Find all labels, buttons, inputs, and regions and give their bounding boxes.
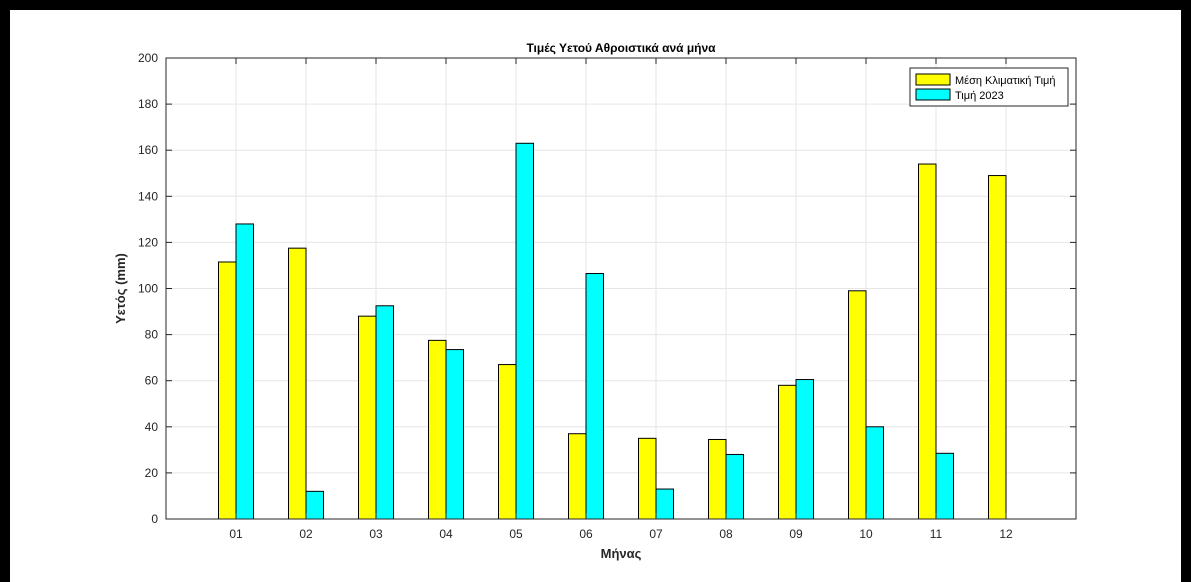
- ticks-layer: 0 20 40 60 80 100 120 140 160 180 200 01 02 03 04 05 06 0…: [138, 51, 1076, 541]
- bar-climate-05: [498, 364, 517, 520]
- legend: Μέση Κλιματική Τιμή Τιμή 2023: [909, 67, 1069, 107]
- bar-climate-10: [848, 290, 867, 520]
- y-axis-title: Υετός (mm): [113, 253, 128, 324]
- bar-climate-06: [568, 433, 587, 520]
- bar-2023-10: [865, 426, 884, 520]
- x-tick-label: 03: [369, 527, 383, 541]
- x-tick-label: 01: [229, 527, 243, 541]
- y-tick-label: 180: [138, 97, 158, 111]
- bar-climate-12: [988, 175, 1007, 520]
- bar-2023-06: [585, 273, 604, 520]
- x-tick-label: 05: [509, 527, 523, 541]
- x-tick-label: 08: [719, 527, 733, 541]
- y-tick-label: 0: [151, 512, 158, 526]
- legend-label-2023: Τιμή 2023: [955, 90, 1004, 102]
- x-tick-label: 07: [649, 527, 663, 541]
- y-tick-label: 160: [138, 143, 158, 157]
- y-tick-label: 140: [138, 189, 158, 203]
- x-tick-label: 10: [859, 527, 873, 541]
- x-tick-label: 04: [439, 527, 453, 541]
- x-tick-label: 11: [930, 527, 943, 541]
- legend-swatch-2023: [915, 88, 951, 101]
- bar-climate-04: [428, 339, 447, 520]
- y-tick-label: 120: [138, 235, 158, 249]
- y-tick-label: 80: [145, 328, 159, 342]
- bar-climate-07: [638, 437, 657, 520]
- bars-layer: [218, 142, 1007, 520]
- bar-2023-04: [445, 349, 464, 520]
- bar-2023-05: [515, 142, 534, 520]
- bar-climate-03: [358, 315, 377, 520]
- x-tick-label: 06: [579, 527, 593, 541]
- figure-frame: 0 20 40 60 80 100 120 140 160 180 200 01 02 03 04 05 06 0…: [10, 10, 1181, 582]
- bar-2023-02: [305, 490, 324, 520]
- bar-climate-08: [708, 438, 727, 520]
- legend-swatch-climate: [915, 73, 951, 86]
- x-tick-label: 12: [999, 527, 1013, 541]
- bar-climate-09: [778, 384, 797, 520]
- chart-title: Τιμές Υετού Αθροιστικά ανά μήνα: [526, 41, 716, 55]
- x-tick-label: 09: [789, 527, 803, 541]
- bar-2023-01: [235, 223, 254, 520]
- bar-climate-01: [218, 261, 237, 520]
- bar-2023-07: [655, 488, 674, 520]
- y-tick-label: 100: [138, 282, 158, 296]
- y-tick-label: 20: [145, 466, 159, 480]
- y-tick-label: 200: [138, 51, 158, 65]
- legend-label-climate: Μέση Κλιματική Τιμή: [955, 75, 1055, 87]
- y-tick-label: 40: [145, 420, 159, 434]
- bar-climate-02: [288, 247, 307, 520]
- bar-2023-08: [725, 453, 744, 520]
- x-axis-title: Μήνας: [601, 546, 642, 561]
- y-tick-label: 60: [145, 374, 159, 388]
- bar-chart: 0 20 40 60 80 100 120 140 160 180 200 01 02 03 04 05 06 0…: [113, 41, 1077, 561]
- bar-2023-11: [935, 452, 954, 520]
- bar-2023-09: [795, 379, 814, 520]
- x-tick-label: 02: [299, 527, 313, 541]
- bar-2023-03: [375, 305, 394, 520]
- bar-climate-11: [918, 163, 937, 520]
